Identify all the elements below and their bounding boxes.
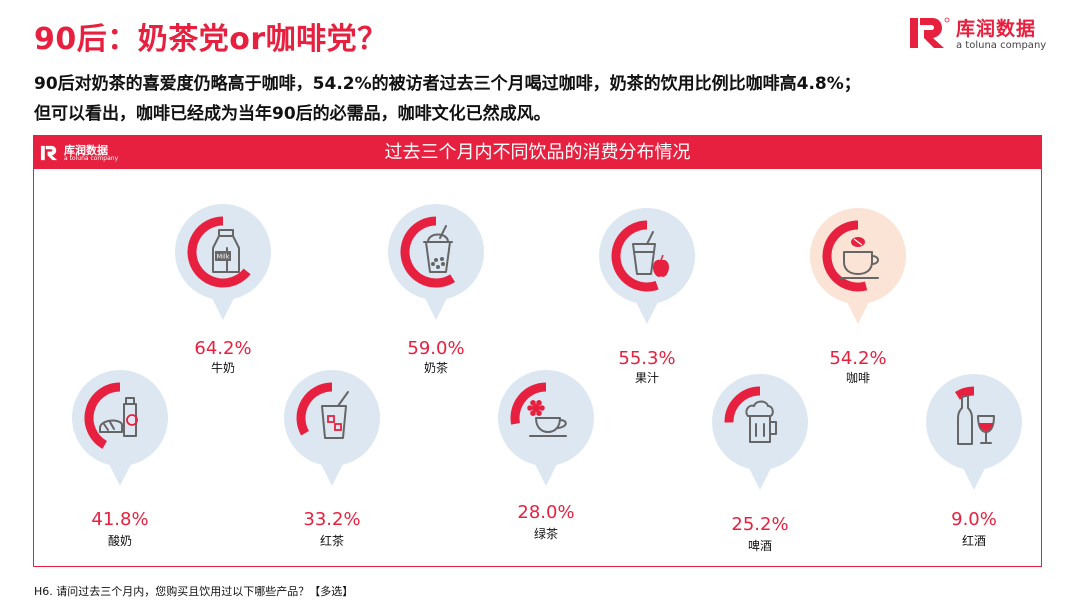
chart-header-logo-text: 库润数据 <box>64 144 108 157</box>
value-arc <box>954 386 975 400</box>
drink-item: 25.2% 啤酒 <box>712 374 808 553</box>
coffee-cup-icon <box>839 237 879 279</box>
bubble-pointer <box>533 460 559 486</box>
drink-item: 55.3% 果汁 <box>599 208 695 385</box>
category-label: 啤酒 <box>748 538 772 553</box>
value-arc <box>510 382 547 425</box>
bubble-pointer <box>961 464 987 490</box>
logo-text: 库润数据 <box>956 18 1037 40</box>
category-label: 奶茶 <box>424 360 448 375</box>
chart-panel: 过去三个月内不同饮品的消费分布情况 库润数据 a toluna company <box>33 135 1042 567</box>
bubble-pointer <box>210 294 236 320</box>
drink-item: 59.0%奶茶 <box>388 204 484 375</box>
value-arc <box>296 382 333 436</box>
drink-item: 33.2% 红茶 <box>284 370 380 548</box>
value-arc <box>187 216 251 288</box>
value-arc <box>822 220 868 292</box>
bubble-tea-icon <box>423 225 453 273</box>
value-label: 25.2% <box>731 514 788 535</box>
category-label: 果汁 <box>635 371 659 385</box>
bubble-pointer <box>634 298 660 324</box>
iced-tea-icon <box>321 391 349 439</box>
chart-header-logo-tagline: a toluna company <box>64 155 119 162</box>
bubble-pointer <box>845 298 871 324</box>
drink-item: 9.0% 红酒 <box>926 374 1022 548</box>
value-label: 41.8% <box>91 509 148 530</box>
drink-item: 28.0% 绿茶 <box>498 370 594 541</box>
beer-mug-icon <box>745 400 777 443</box>
drink-item: 41.8% 酸奶 <box>72 370 168 548</box>
bubble-pointer <box>319 460 345 486</box>
bubble <box>926 374 1022 470</box>
category-label: 咖啡 <box>846 370 870 385</box>
wine-bottle-icon <box>957 395 995 445</box>
category-label: 红茶 <box>320 533 344 548</box>
value-arc <box>724 386 761 423</box>
chart-header-logo: 库润数据 a toluna company <box>40 142 130 164</box>
page-title: 90后：奶茶党or咖啡党？ <box>34 22 388 57</box>
logo-mark-small-icon <box>40 145 58 161</box>
value-label: 54.2% <box>829 348 886 369</box>
drink-item: Milk 64.2%牛奶 <box>175 204 271 375</box>
chart-title: 过去三个月内不同饮品的消费分布情况 <box>384 142 691 163</box>
logo-mark-icon <box>910 17 950 48</box>
drink-item: 54.2%咖啡 <box>810 208 906 385</box>
category-label: 酸奶 <box>108 533 132 548</box>
subtitle-line-1: 90后对奶茶的喜爱度仍略高于咖啡，54.2%的被访者过去三个月喝过咖啡，奶茶的饮… <box>34 74 861 94</box>
value-label: 64.2% <box>194 338 251 359</box>
yogurt-bread-icon <box>99 397 138 437</box>
brand-logo: 库润数据 a toluna company <box>908 14 1058 54</box>
juice-apple-icon <box>632 231 669 277</box>
chart-header-bar <box>34 136 1041 169</box>
value-arc <box>611 220 659 292</box>
subtitle-line-2: 但可以看出，咖啡已经成为当年90后的必需品，咖啡文化已然成风。 <box>34 104 551 124</box>
value-label: 28.0% <box>517 502 574 523</box>
bubble-pointer <box>423 294 449 320</box>
logo-tagline: a toluna company <box>956 40 1047 51</box>
value-arc <box>84 382 121 449</box>
bubble-pointer <box>107 460 133 486</box>
value-label: 59.0% <box>407 338 464 359</box>
value-label: 55.3% <box>618 348 675 369</box>
category-label: 红酒 <box>962 533 986 548</box>
bubble-pointer <box>747 464 773 490</box>
footnote: H6. 请问过去三个月内，您购买且饮用过以下哪些产品？【多选】 <box>34 585 354 598</box>
category-label: 牛奶 <box>211 360 235 375</box>
milk-label: Milk <box>217 253 230 261</box>
green-tea-icon <box>527 400 567 437</box>
category-label: 绿茶 <box>534 526 558 541</box>
value-arc <box>400 216 456 288</box>
milk-carton-icon: Milk <box>212 229 240 273</box>
value-label: 9.0% <box>951 509 997 530</box>
value-label: 33.2% <box>303 509 360 530</box>
